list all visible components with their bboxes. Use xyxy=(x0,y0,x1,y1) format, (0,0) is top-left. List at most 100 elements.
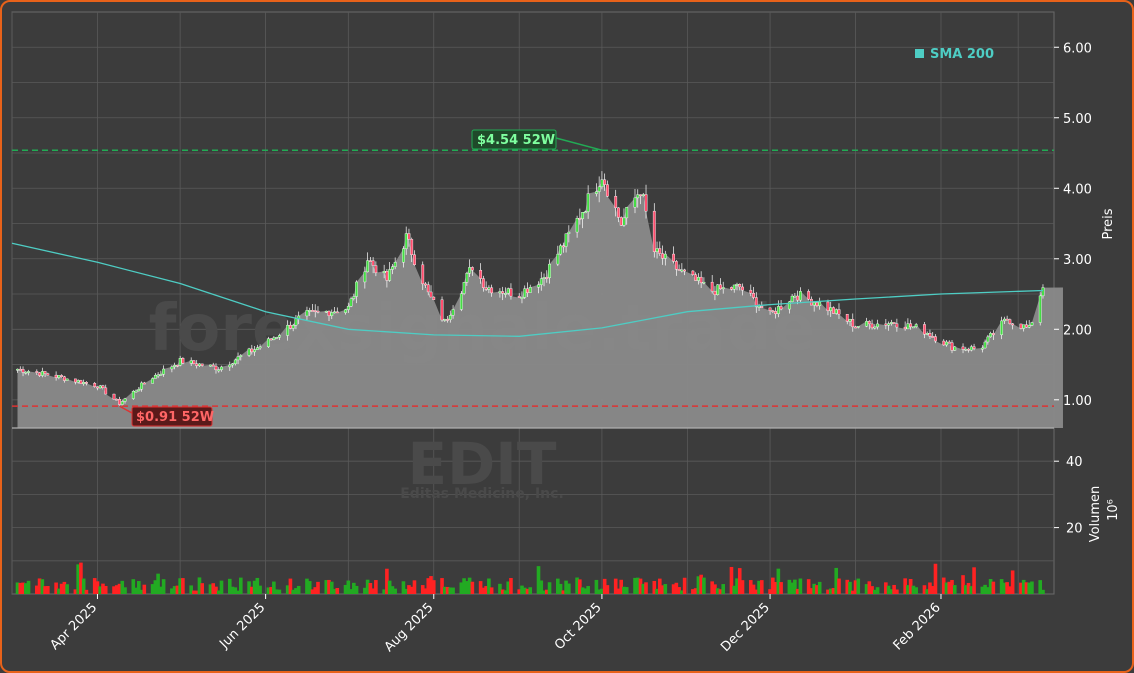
candle-body xyxy=(738,284,742,288)
candle-body xyxy=(291,325,295,329)
volume-bar xyxy=(15,582,20,594)
candle-body xyxy=(674,261,678,270)
candle-body xyxy=(426,284,430,293)
volume-bar xyxy=(95,581,100,594)
sma-line xyxy=(11,242,1044,337)
candle-body xyxy=(198,363,201,366)
candle-body xyxy=(446,319,449,321)
x-tick-label: Feb 2026 xyxy=(891,600,944,653)
candle-body xyxy=(16,368,19,371)
volume-bar xyxy=(349,589,353,594)
volume-bar xyxy=(779,582,783,594)
candle-body xyxy=(586,193,590,212)
candle-body xyxy=(614,196,618,209)
candle-body xyxy=(749,289,753,294)
volume-bar xyxy=(393,588,397,594)
volume-bar xyxy=(117,583,122,594)
volume-bar xyxy=(98,586,103,594)
candle-body xyxy=(892,322,896,324)
volume-bar xyxy=(856,578,861,594)
candle-body xyxy=(333,311,336,314)
candle-body xyxy=(661,253,664,259)
candle-body xyxy=(854,326,857,329)
candle-body xyxy=(195,363,199,366)
volume-bar xyxy=(500,589,505,594)
candle-body xyxy=(305,310,309,317)
volume-bar xyxy=(46,586,50,594)
volume-bar xyxy=(269,587,273,594)
volume-bar xyxy=(768,589,772,594)
volume-bar xyxy=(363,587,367,594)
candle-body xyxy=(62,376,66,381)
high-annotation: $4.54 52W xyxy=(471,129,603,151)
candle-body xyxy=(741,286,744,291)
volume-bar xyxy=(1002,582,1007,594)
candle-body xyxy=(424,283,427,286)
candle-body xyxy=(60,375,64,377)
candle-body xyxy=(1005,318,1009,321)
volume-bar xyxy=(37,578,42,594)
volume-bar xyxy=(467,577,472,594)
volume-bar xyxy=(172,586,177,594)
candle-body xyxy=(123,398,127,402)
volume-bar xyxy=(440,578,444,594)
volume-bar xyxy=(274,589,279,594)
volume-bar xyxy=(307,581,312,594)
candle-body xyxy=(236,356,240,361)
candle-body xyxy=(153,374,157,379)
volume-bar xyxy=(208,584,213,594)
volume-bar xyxy=(930,586,935,594)
volume-bar xyxy=(740,580,745,594)
candle-body xyxy=(159,374,163,376)
candle-body xyxy=(983,341,987,349)
volume-bar xyxy=(277,589,282,594)
volume-bar xyxy=(407,585,411,594)
candle-body xyxy=(680,269,684,272)
candle-body xyxy=(96,386,99,389)
candle-body xyxy=(567,231,571,234)
volume-tick-label: 20 xyxy=(1066,522,1083,537)
volume-bar xyxy=(547,582,552,594)
volume-bar xyxy=(889,589,894,594)
volume-bar xyxy=(288,578,293,594)
candle-body xyxy=(528,287,532,293)
candle-body xyxy=(696,276,700,281)
volume-bar xyxy=(23,583,28,594)
candle-body xyxy=(385,271,389,281)
legend: SMA 200 xyxy=(915,47,994,62)
volume-bar xyxy=(313,587,318,594)
volume-bar xyxy=(76,564,80,594)
volume-bar xyxy=(40,579,45,594)
volume-bar xyxy=(409,586,414,594)
volume-bar xyxy=(316,581,320,594)
volume-bars xyxy=(15,562,1045,594)
volume-bar xyxy=(699,574,703,594)
volume-bar xyxy=(638,578,643,594)
high-annotation-arrow xyxy=(555,137,603,151)
candle-body xyxy=(330,312,334,316)
candle-body xyxy=(352,296,356,299)
volume-bar xyxy=(691,589,695,594)
volume-bar xyxy=(404,588,408,594)
candle-body xyxy=(131,391,135,399)
candle-body xyxy=(459,293,463,310)
candle-body xyxy=(250,348,254,353)
candle-body xyxy=(947,341,951,344)
candle-body xyxy=(173,364,177,367)
volume-bar xyxy=(459,582,464,594)
volume-bar xyxy=(748,580,753,594)
low-annotation: $0.91 52W xyxy=(119,405,214,427)
candle-body xyxy=(374,265,378,274)
volume-bar xyxy=(238,577,243,594)
price-tick-label: 2.00 xyxy=(1063,323,1092,338)
candle-body xyxy=(1022,324,1026,329)
candle-body xyxy=(151,378,154,384)
candle-body xyxy=(895,323,899,328)
candle-body xyxy=(277,335,281,338)
volume-bar xyxy=(266,587,271,594)
candle-body xyxy=(716,284,720,295)
candle-body xyxy=(481,278,485,288)
volume-bar xyxy=(616,588,621,594)
candle-body xyxy=(54,374,58,378)
volume-bar xyxy=(671,584,676,594)
